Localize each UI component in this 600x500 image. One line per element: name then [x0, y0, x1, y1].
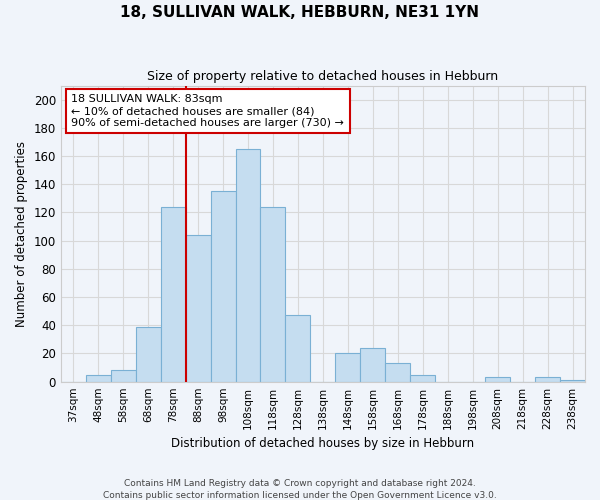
- Bar: [361, 348, 385, 382]
- Bar: [136, 326, 161, 382]
- Text: 18, SULLIVAN WALK, HEBBURN, NE31 1YN: 18, SULLIVAN WALK, HEBBURN, NE31 1YN: [121, 5, 479, 20]
- Title: Size of property relative to detached houses in Hebburn: Size of property relative to detached ho…: [148, 70, 499, 83]
- Bar: [560, 380, 585, 382]
- Bar: [535, 378, 560, 382]
- Bar: [385, 364, 410, 382]
- Bar: [286, 316, 310, 382]
- Bar: [185, 235, 211, 382]
- Bar: [161, 207, 185, 382]
- X-axis label: Distribution of detached houses by size in Hebburn: Distribution of detached houses by size …: [172, 437, 475, 450]
- Bar: [335, 354, 361, 382]
- Bar: [111, 370, 136, 382]
- Bar: [485, 378, 510, 382]
- Text: Contains HM Land Registry data © Crown copyright and database right 2024.
Contai: Contains HM Land Registry data © Crown c…: [103, 478, 497, 500]
- Y-axis label: Number of detached properties: Number of detached properties: [15, 140, 28, 326]
- Bar: [236, 149, 260, 382]
- Text: 18 SULLIVAN WALK: 83sqm
← 10% of detached houses are smaller (84)
90% of semi-de: 18 SULLIVAN WALK: 83sqm ← 10% of detache…: [71, 94, 344, 128]
- Bar: [260, 207, 286, 382]
- Bar: [211, 192, 236, 382]
- Bar: [86, 374, 111, 382]
- Bar: [410, 374, 435, 382]
